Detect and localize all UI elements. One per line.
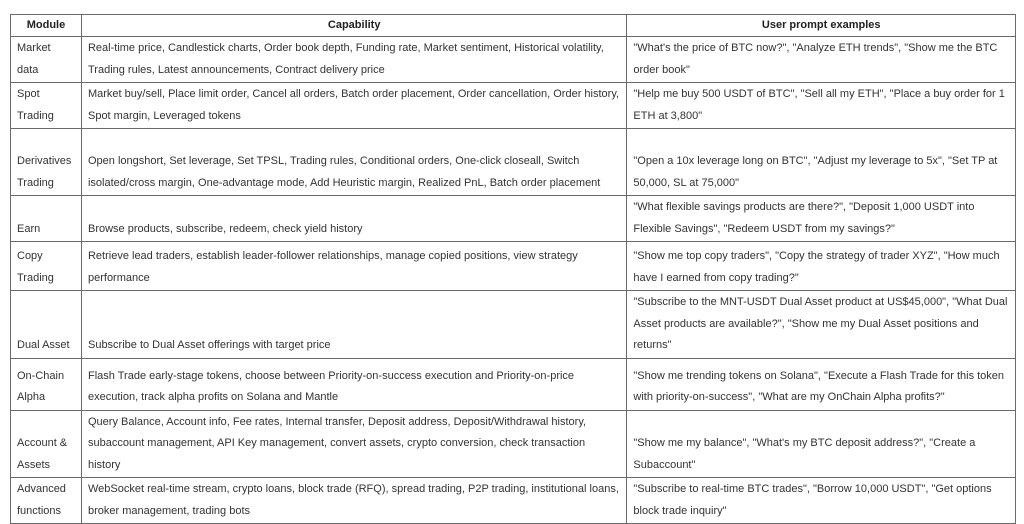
capability-cell: Real-time price, Candlestick charts, Ord… xyxy=(80,36,628,83)
examples-cell: "What flexible savings products are ther… xyxy=(626,195,1016,242)
capability-cell: Browse products, subscribe, redeem, chec… xyxy=(80,195,628,242)
examples-cell: "Subscribe to the MNT-USDT Dual Asset pr… xyxy=(626,290,1016,359)
capability-cell: Subscribe to Dual Asset offerings with t… xyxy=(80,290,628,359)
module-cell: On-Chain Alpha xyxy=(10,357,82,411)
header-row: Module Capability User prompt examples xyxy=(10,14,1016,37)
capability-table: Module Capability User prompt examples M… xyxy=(10,14,1016,524)
capability-cell: WebSocket real-time stream, crypto loans… xyxy=(80,477,628,524)
module-cell: Dual Asset xyxy=(10,290,82,359)
examples-cell: "Subscribe to real-time BTC trades", "Bo… xyxy=(626,477,1016,524)
capability-cell: Market buy/sell, Place limit order, Canc… xyxy=(80,82,628,129)
module-cell: Derivatives Trading xyxy=(10,128,82,196)
header-module: Module xyxy=(10,14,82,37)
examples-cell: "Show me my balance", "What's my BTC dep… xyxy=(626,409,1016,478)
module-cell: Account & Assets xyxy=(10,409,82,478)
examples-cell: "Show me top copy traders", "Copy the st… xyxy=(626,241,1016,291)
module-cell: Spot Trading xyxy=(10,82,82,129)
examples-cell: "Open a 10x leverage long on BTC", "Adju… xyxy=(626,128,1016,196)
examples-cell: "Show me trending tokens on Solana", "Ex… xyxy=(626,357,1016,411)
table-row: Advanced functions WebSocket real-time st… xyxy=(10,477,1016,524)
capability-cell: Flash Trade early-stage tokens, choose b… xyxy=(80,357,628,411)
header-examples: User prompt examples xyxy=(626,14,1016,37)
header-capability: Capability xyxy=(80,14,628,37)
module-cell: Earn xyxy=(10,195,82,242)
module-cell: Copy Trading xyxy=(10,241,82,291)
table-row: Market data Real-time price, Candlestick … xyxy=(10,36,1016,83)
examples-cell: "Help me buy 500 USDT of BTC", "Sell all… xyxy=(626,82,1016,129)
table-row: Copy Trading Retrieve lead traders, estab… xyxy=(10,241,1016,291)
table-row: Dual Asset Subscribe to Dual Asset offeri… xyxy=(10,290,1016,359)
table-row: Earn Browse products, subscribe, redeem, … xyxy=(10,195,1016,242)
examples-cell: "What's the price of BTC now?", "Analyze… xyxy=(626,36,1016,83)
capability-cell: Query Balance, Account info, Fee rates, … xyxy=(80,409,628,478)
table-row: Account & Assets Query Balance, Account i… xyxy=(10,409,1016,478)
module-cell: Market data xyxy=(10,36,82,83)
capability-cell: Open longshort, Set leverage, Set TPSL, … xyxy=(80,128,628,196)
table-row: On-Chain Alpha Flash Trade early-stage to… xyxy=(10,357,1016,411)
table-row: Derivatives Trading Open longshort, Set l… xyxy=(10,128,1016,196)
table-row: Spot Trading Market buy/sell, Place limit… xyxy=(10,82,1016,129)
capability-cell: Retrieve lead traders, establish leader-… xyxy=(80,241,628,291)
module-cell: Advanced functions xyxy=(10,477,82,524)
